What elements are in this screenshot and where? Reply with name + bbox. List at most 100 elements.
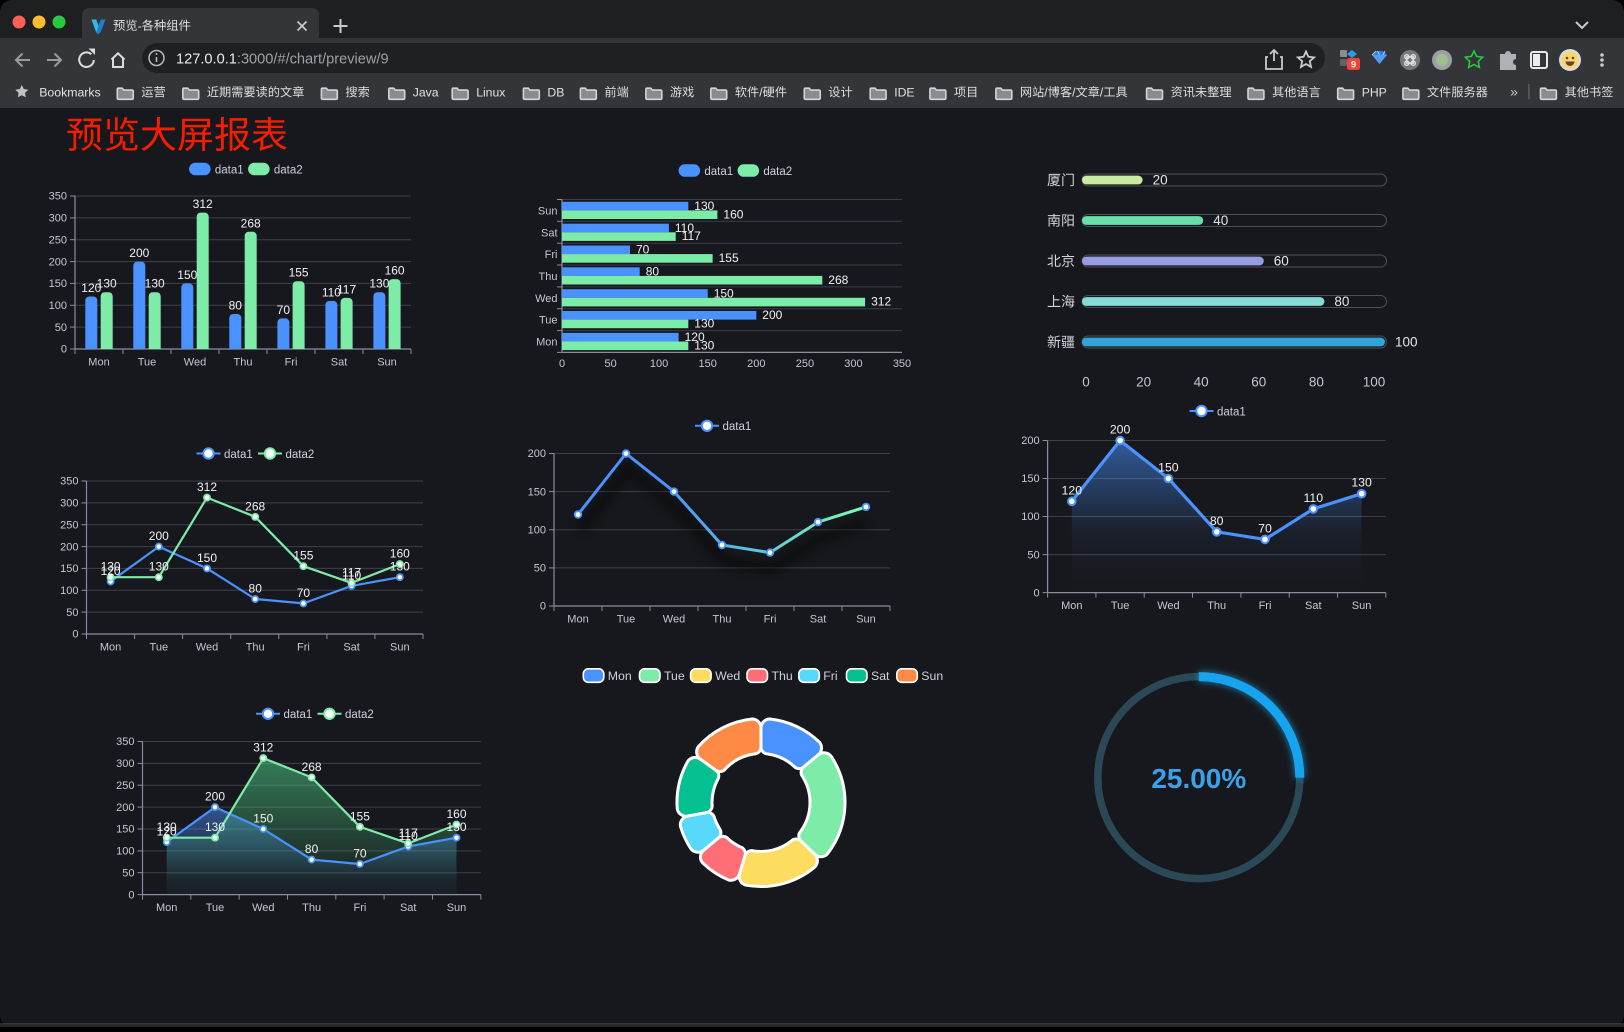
svg-text:Thu: Thu — [234, 357, 253, 369]
svg-text:117: 117 — [337, 282, 356, 296]
svg-text:150: 150 — [49, 278, 67, 290]
svg-text:DB: DB — [547, 85, 564, 99]
svg-text:Sun: Sun — [1352, 600, 1372, 612]
svg-text:Tue: Tue — [206, 902, 225, 914]
svg-text:50: 50 — [66, 607, 78, 619]
svg-text:110: 110 — [342, 568, 361, 582]
svg-text:data2: data2 — [345, 709, 374, 721]
svg-text:Thu: Thu — [772, 669, 793, 683]
svg-text:110: 110 — [399, 829, 418, 843]
svg-text:IDE: IDE — [894, 85, 914, 99]
svg-text:130: 130 — [157, 820, 177, 834]
svg-text:350: 350 — [49, 191, 67, 203]
svg-text:250: 250 — [49, 234, 67, 246]
svg-text:Mon: Mon — [100, 642, 121, 654]
svg-text:Sun: Sun — [377, 357, 397, 369]
svg-text:110: 110 — [675, 221, 694, 235]
svg-text:160: 160 — [723, 207, 743, 221]
svg-text:Sat: Sat — [541, 227, 558, 239]
svg-text:80: 80 — [249, 582, 263, 596]
svg-text:150: 150 — [699, 358, 717, 370]
svg-text:150: 150 — [528, 486, 546, 498]
svg-text:130: 130 — [145, 277, 165, 291]
svg-text:100: 100 — [49, 300, 67, 312]
svg-text:130: 130 — [694, 199, 714, 213]
svg-text:155: 155 — [293, 549, 313, 563]
svg-text:130: 130 — [369, 277, 389, 291]
svg-text:Sat: Sat — [331, 357, 348, 369]
svg-text:110: 110 — [322, 285, 341, 299]
svg-text:»: » — [1510, 84, 1518, 100]
svg-text:200: 200 — [762, 308, 782, 322]
svg-text:/: / — [1044, 85, 1048, 99]
svg-text:150: 150 — [253, 812, 273, 826]
svg-text:Sun: Sun — [856, 614, 876, 626]
svg-text:0: 0 — [128, 889, 134, 901]
svg-text:Fri: Fri — [285, 357, 298, 369]
svg-text:120: 120 — [81, 281, 101, 295]
svg-text:Fri: Fri — [764, 614, 777, 626]
svg-text:Sat: Sat — [1305, 600, 1322, 612]
svg-text:20: 20 — [1136, 375, 1151, 390]
svg-text:80: 80 — [1309, 375, 1324, 390]
svg-text:Sun: Sun — [390, 642, 410, 654]
svg-text::3000/#/chart/preview/9: :3000/#/chart/preview/9 — [237, 51, 389, 67]
svg-text:160: 160 — [446, 807, 466, 821]
svg-text:data1: data1 — [215, 165, 244, 177]
svg-text:20: 20 — [1153, 173, 1168, 188]
svg-text:130: 130 — [149, 560, 169, 574]
svg-text:Fri: Fri — [297, 642, 310, 654]
svg-text:/: / — [759, 85, 763, 99]
svg-text:268: 268 — [241, 216, 261, 230]
svg-text:Bookmarks: Bookmarks — [39, 85, 101, 99]
svg-text:80: 80 — [229, 299, 243, 313]
svg-text:Mon: Mon — [156, 902, 177, 914]
svg-text:312: 312 — [197, 480, 217, 494]
svg-text:300: 300 — [116, 758, 134, 770]
svg-text:160: 160 — [385, 264, 405, 278]
svg-text:50: 50 — [55, 322, 67, 334]
svg-text:Thu: Thu — [713, 614, 732, 626]
svg-text:150: 150 — [714, 286, 734, 300]
svg-text:0: 0 — [72, 629, 78, 641]
svg-text:120: 120 — [101, 564, 121, 578]
svg-text:350: 350 — [893, 358, 911, 370]
svg-text:120: 120 — [157, 825, 177, 839]
svg-text:200: 200 — [528, 448, 546, 460]
svg-text:120: 120 — [1062, 483, 1083, 497]
svg-text:100: 100 — [650, 358, 668, 370]
svg-text:Tue: Tue — [150, 642, 169, 654]
svg-text:60: 60 — [1251, 375, 1266, 390]
svg-text:/: / — [1072, 85, 1076, 99]
svg-text:150: 150 — [116, 824, 134, 836]
svg-text:70: 70 — [353, 847, 367, 861]
svg-text:120: 120 — [685, 330, 705, 344]
svg-text:Sat: Sat — [810, 614, 827, 626]
svg-text:data1: data1 — [704, 166, 733, 178]
svg-text:40: 40 — [1213, 213, 1228, 228]
svg-text:70: 70 — [636, 243, 650, 257]
svg-text:Mon: Mon — [88, 357, 109, 369]
svg-text:Fri: Fri — [823, 669, 837, 683]
svg-text:150: 150 — [177, 268, 197, 282]
svg-text:40: 40 — [1194, 375, 1209, 390]
svg-text:130: 130 — [390, 560, 410, 574]
svg-text:data2: data2 — [286, 449, 315, 461]
svg-text:150: 150 — [60, 563, 78, 575]
svg-text:130: 130 — [694, 317, 714, 331]
svg-text:Thu: Thu — [1207, 600, 1226, 612]
svg-text:Wed: Wed — [535, 293, 557, 305]
svg-text:312: 312 — [193, 197, 213, 211]
svg-text:25.00%: 25.00% — [1151, 763, 1246, 794]
svg-text:200: 200 — [149, 529, 169, 543]
svg-text:200: 200 — [1021, 435, 1039, 447]
svg-text:130: 130 — [694, 338, 714, 352]
svg-text:300: 300 — [844, 358, 862, 370]
svg-text:155: 155 — [719, 251, 739, 265]
svg-text:Fri: Fri — [545, 249, 558, 261]
svg-text:PHP: PHP — [1362, 85, 1387, 99]
svg-text:Mon: Mon — [1061, 600, 1082, 612]
svg-text:130: 130 — [1351, 476, 1372, 490]
svg-text:155: 155 — [289, 266, 309, 280]
svg-text:150: 150 — [1021, 473, 1039, 485]
